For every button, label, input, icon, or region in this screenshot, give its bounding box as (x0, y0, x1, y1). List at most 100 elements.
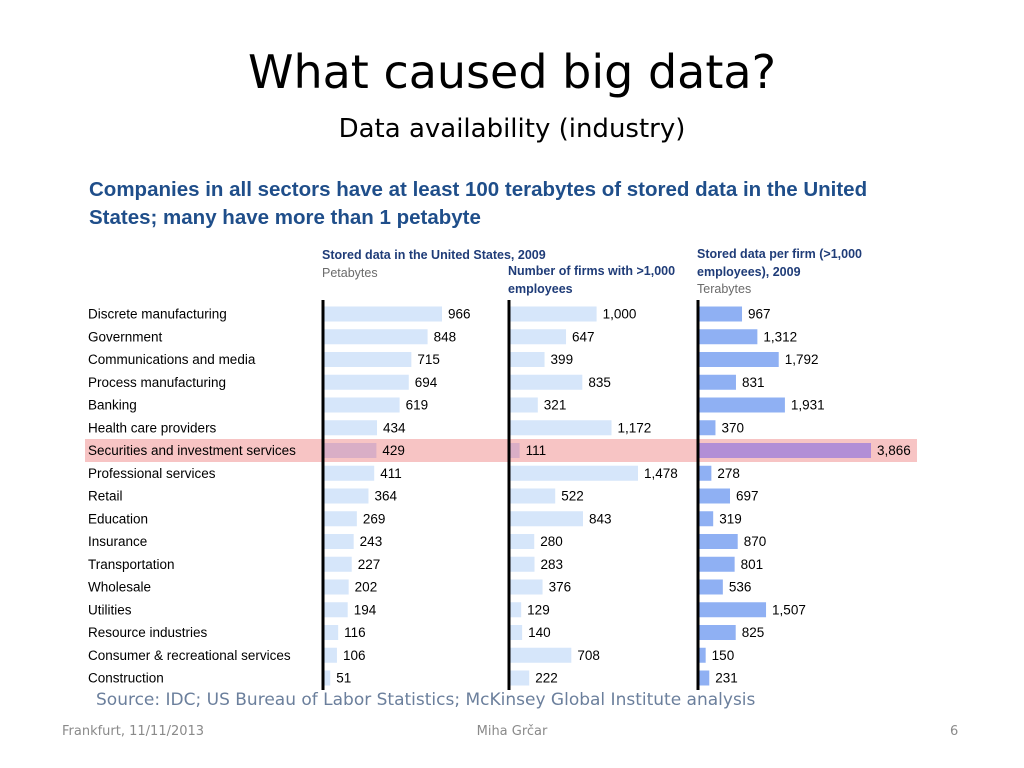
firms-bar (510, 625, 523, 640)
stored-data-value-label: 848 (434, 329, 457, 344)
firms-bar (510, 397, 538, 413)
firms-value-label: 843 (589, 511, 612, 526)
stored-data-value-label: 106 (343, 648, 366, 663)
stored-data-bar (324, 352, 412, 367)
category-label: Government (88, 329, 163, 344)
stored-data-bar (324, 420, 378, 436)
per-firm-value-label: 319 (719, 511, 742, 526)
stored-data-value-label: 619 (406, 398, 429, 413)
firms-bar (510, 511, 584, 527)
firms-bar (510, 306, 597, 322)
stored-data-value-label: 694 (415, 375, 438, 390)
category-label: Process manufacturing (88, 375, 226, 390)
stored-data-value-label: 411 (380, 466, 402, 481)
per-firm-value-label: 967 (748, 307, 771, 322)
category-label: Wholesale (88, 580, 151, 595)
stored-data-bar (324, 625, 339, 640)
per-firm-bar (699, 534, 738, 549)
category-label: Discrete manufacturing (88, 307, 227, 322)
stored-data-bar (324, 670, 331, 686)
per-firm-value-label: 278 (717, 466, 740, 481)
stored-data-bar (324, 465, 375, 481)
stored-data-value-label: 202 (355, 580, 378, 595)
stored-data-value-label: 429 (382, 443, 405, 458)
firms-value-label: 140 (528, 625, 551, 640)
firms-value-label: 280 (540, 534, 563, 549)
stored-data-bar (324, 329, 428, 345)
stored-data-bar (324, 397, 400, 413)
column-header-firms-title: Number of firms with >1,000 employees (508, 264, 676, 296)
per-firm-value-label: 370 (721, 420, 744, 435)
category-label: Construction (88, 671, 164, 686)
per-firm-bar (699, 647, 706, 663)
firms-value-label: 835 (588, 375, 611, 390)
footer-page-number: 6 (950, 724, 959, 739)
per-firm-value-label: 1,312 (763, 329, 797, 344)
per-firm-bar (699, 602, 767, 618)
per-firm-bar (699, 443, 871, 458)
category-label: Communications and media (88, 352, 256, 367)
firms-value-label: 708 (577, 648, 600, 663)
stored-data-value-label: 269 (363, 511, 386, 526)
column-header-firms: Number of firms with >1,000 employees (508, 263, 678, 298)
stored-data-bar (324, 488, 369, 504)
firms-bar (510, 329, 567, 345)
per-firm-value-label: 831 (742, 375, 765, 390)
firms-value-label: 129 (527, 602, 550, 617)
stored-data-value-label: 243 (360, 534, 383, 549)
stored-data-bar (324, 374, 409, 390)
column-header-per-firm-title: Stored data per firm (>1,000 employees),… (697, 247, 862, 279)
firms-bar (510, 602, 522, 618)
per-firm-bar (699, 670, 710, 686)
stored-data-bar (324, 556, 352, 572)
per-firm-bar (699, 465, 712, 481)
category-label: Education (88, 511, 148, 526)
firms-bar (510, 579, 543, 595)
firms-bar (510, 488, 556, 504)
per-firm-bar (699, 556, 735, 572)
category-label: Securities and investment services (88, 443, 296, 458)
firms-value-label: 222 (535, 671, 558, 686)
category-label: Transportation (88, 557, 175, 572)
stored-data-value-label: 434 (383, 420, 406, 435)
stored-data-bar (324, 511, 357, 527)
per-firm-bar (699, 420, 716, 436)
column-header-stored-data-unit: Petabytes (322, 265, 378, 280)
stored-data-value-label: 715 (417, 352, 440, 367)
stored-data-bar (324, 306, 442, 322)
category-label: Insurance (88, 534, 147, 549)
column-header-per-firm: Stored data per firm (>1,000 employees),… (697, 246, 887, 299)
column-header-per-firm-unit: Terabytes (697, 282, 752, 296)
firms-value-label: 111 (526, 443, 547, 458)
per-firm-value-label: 825 (742, 625, 765, 640)
per-firm-value-label: 3,866 (877, 443, 911, 458)
footer-date: Frankfurt, 11/11/2013 (62, 724, 205, 739)
stored-data-bar (324, 534, 354, 549)
stored-data-bar (324, 647, 337, 663)
per-firm-bar (699, 579, 723, 595)
category-label: Retail (88, 489, 123, 504)
category-label: Professional services (88, 466, 216, 481)
firms-bar (510, 352, 545, 367)
per-firm-value-label: 1,507 (772, 602, 806, 617)
firms-bar (510, 556, 535, 572)
stored-data-value-label: 116 (344, 625, 366, 640)
slide-subtitle: Data availability (industry) (338, 114, 686, 144)
per-firm-value-label: 801 (741, 557, 764, 572)
firms-value-label: 399 (551, 352, 574, 367)
per-firm-bar (699, 374, 736, 390)
per-firm-bar (699, 397, 785, 413)
stored-data-bar (324, 602, 348, 618)
per-firm-value-label: 231 (715, 671, 738, 686)
column-header-stored-data: Stored data in the United States, 2009 P… (322, 247, 546, 282)
source-note: Source: IDC; US Bureau of Labor Statisti… (96, 690, 756, 710)
firms-value-label: 321 (544, 398, 567, 413)
stored-data-value-label: 364 (374, 489, 397, 504)
category-label: Utilities (88, 602, 132, 617)
firms-bar (510, 465, 638, 481)
per-firm-bar (699, 306, 743, 322)
per-firm-value-label: 1,931 (791, 398, 825, 413)
firms-bar (510, 420, 612, 436)
per-firm-value-label: 697 (736, 489, 759, 504)
per-firm-value-label: 1,792 (785, 352, 819, 367)
